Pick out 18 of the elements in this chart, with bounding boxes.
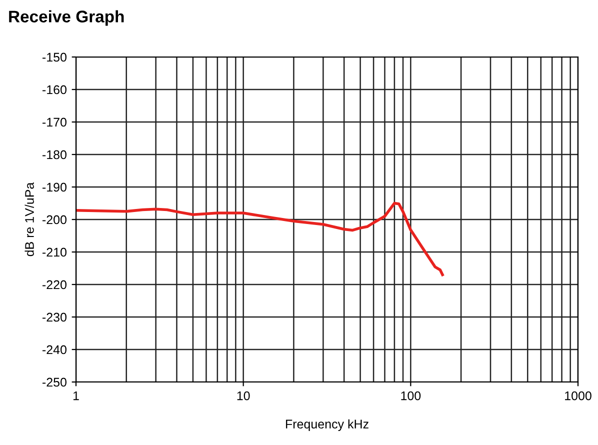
x-tick-label: 10	[237, 391, 250, 400]
y-tick-label: -240	[42, 345, 66, 354]
x-axis-title: Frequency kHz	[286, 419, 368, 431]
chart-title: Receive Graph	[9, 10, 124, 26]
x-tick-label: 1000	[565, 391, 592, 400]
y-tick-label: -230	[42, 312, 66, 322]
y-tick-label: -250	[42, 378, 66, 387]
y-tick-label: -210	[42, 248, 66, 257]
y-tick-label: -190	[42, 182, 66, 192]
y-tick-label: -160	[42, 85, 66, 94]
y-tick-label: -180	[42, 150, 66, 160]
y-tick-label: -220	[42, 280, 66, 290]
y-tick-label: -170	[42, 118, 66, 127]
x-tick-label: 1	[73, 391, 79, 400]
y-axis-title: dB re 1V/uPa	[24, 182, 34, 256]
x-tick-label: 100	[401, 391, 421, 400]
y-tick-label: -200	[42, 215, 66, 224]
y-tick-label: -150	[42, 52, 66, 62]
